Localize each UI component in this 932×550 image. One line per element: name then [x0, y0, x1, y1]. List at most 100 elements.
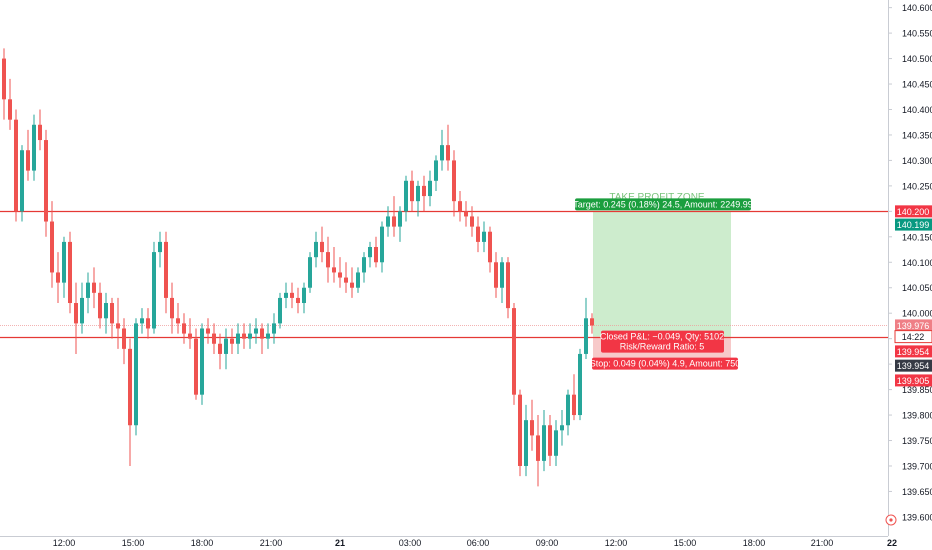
time-tick-label: 22: [887, 538, 897, 548]
candle-body: [566, 394, 570, 426]
candle-body: [218, 343, 222, 354]
candle-body: [164, 241, 168, 298]
candle-body: [476, 226, 480, 242]
candle-body: [62, 241, 66, 283]
candle-body: [38, 124, 42, 141]
price-tick-label: 140.150: [902, 232, 932, 242]
time-tick-label: 18:00: [743, 538, 766, 548]
candle-body: [260, 328, 264, 339]
candle-body: [26, 150, 30, 171]
candle-body: [506, 262, 510, 309]
candle-body: [8, 99, 12, 120]
candle-body: [140, 318, 144, 324]
price-tick-label: 140.600: [902, 3, 932, 13]
candle-body: [152, 252, 156, 329]
price-tick-label: 140.000: [902, 309, 932, 319]
price-axis-label: 139.976: [897, 321, 930, 331]
time-tick-label: 18:00: [191, 538, 214, 548]
candle-body: [380, 226, 384, 263]
candle-body: [116, 323, 120, 329]
target-label-bg: [575, 198, 751, 211]
price-axis-label-bg: [895, 218, 932, 231]
price-tick-label: 140.450: [902, 80, 932, 90]
record-icon-dot: [889, 518, 893, 522]
candle-body: [212, 333, 216, 344]
position-labels: TAKE PROFIT ZONE Target: 0.245 (0.18%) 2…: [573, 192, 753, 370]
time-tick-label: 21: [335, 538, 345, 548]
candle-body: [242, 333, 246, 339]
stop-label: Stop: 0.049 (0.04%) 4.9, Amount: 750: [590, 359, 741, 369]
candle-body: [416, 185, 420, 202]
price-tick-label: 140.300: [902, 156, 932, 166]
candle-body: [50, 221, 54, 273]
candle-body: [110, 303, 114, 324]
candle-body: [290, 292, 294, 298]
price-tick-label: 140.350: [902, 130, 932, 140]
candle-body: [392, 216, 396, 227]
candle-body: [158, 241, 162, 253]
candle-body: [308, 257, 312, 288]
candle-body: [80, 297, 84, 324]
candle-body: [404, 180, 408, 212]
candle-body: [578, 353, 582, 416]
risk-reward-label: Risk/Reward Ratio: 5: [620, 342, 705, 352]
candle-body: [278, 297, 282, 324]
candle-body: [440, 145, 444, 161]
price-axis-label-bg: [895, 319, 932, 332]
candle-body: [296, 297, 300, 304]
price-axis-label-bg: [894, 330, 932, 344]
candle-body: [302, 287, 306, 304]
candle-body: [386, 216, 390, 227]
candle-body: [356, 272, 360, 288]
price-tick-label: 139.650: [902, 487, 932, 497]
pnl-box-bg: [601, 330, 724, 353]
candle-body: [314, 241, 318, 258]
price-axis-label: 140.200: [897, 207, 930, 217]
time-tick-label: 15:00: [122, 538, 145, 548]
candle-body: [446, 145, 450, 161]
price-tick-label: 140.500: [902, 54, 932, 64]
candle-body: [542, 425, 546, 461]
time-tick-label: 06:00: [467, 538, 490, 548]
candle-body: [362, 257, 366, 273]
candle-body: [338, 272, 342, 278]
candles: [2, 48, 594, 487]
candle-body: [248, 333, 252, 339]
candle-body: [176, 318, 180, 324]
candle-body: [458, 201, 462, 212]
candle-body: [56, 272, 60, 283]
time-tick-label: 21:00: [260, 538, 283, 548]
candle-body: [350, 282, 354, 288]
candle-body: [488, 231, 492, 263]
time-tick-label: 12:00: [605, 538, 628, 548]
target-zone[interactable]: [593, 211, 731, 337]
candle-body: [188, 333, 192, 339]
candle-body: [368, 246, 372, 258]
price-tick-label: 139.850: [902, 385, 932, 395]
candle-body: [230, 338, 234, 344]
price-tick-label: 139.750: [902, 436, 932, 446]
price-tick-label: 139.600: [902, 512, 932, 522]
time-tick-label: 12:00: [53, 538, 76, 548]
candle-body: [464, 211, 468, 217]
price-axis-label-bg: [895, 359, 932, 372]
time-axis[interactable]: 12:00 15:00 18:00 21:00 21 03:00 06:00 09:00 12:…: [53, 538, 897, 548]
candle-body: [266, 333, 270, 339]
candle-body: [572, 394, 576, 416]
price-axis-label: 139.954: [897, 361, 930, 371]
candle-body: [104, 303, 108, 319]
price-axis-label: 139.905: [897, 376, 930, 386]
price-axis-label-bg: [895, 345, 932, 358]
candle-body: [518, 394, 522, 466]
candle-body: [272, 323, 276, 334]
settings-marker[interactable]: [885, 514, 897, 526]
candle-body: [554, 430, 558, 456]
price-axis-label-bg: [895, 374, 932, 387]
candle-body: [20, 150, 24, 212]
price-tick-label: 140.550: [902, 29, 932, 39]
candle-body: [74, 303, 78, 324]
price-tick-label: 139.800: [902, 411, 932, 421]
candle-body: [530, 420, 534, 436]
